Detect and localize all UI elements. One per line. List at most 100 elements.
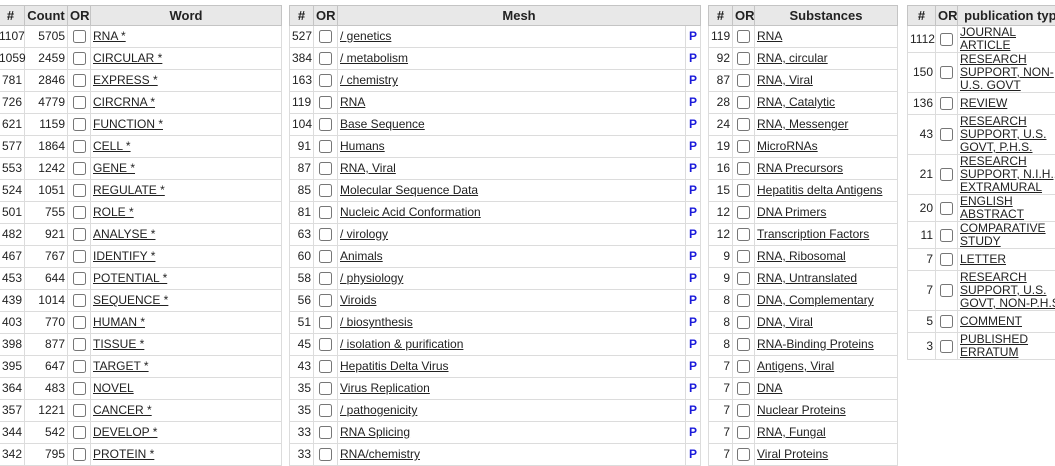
or-checkbox[interactable] bbox=[73, 96, 86, 109]
term-link[interactable]: / isolation & purification bbox=[340, 337, 463, 351]
or-checkbox[interactable] bbox=[737, 250, 750, 263]
p-link[interactable]: P bbox=[686, 224, 701, 246]
or-checkbox[interactable] bbox=[73, 404, 86, 417]
term-link[interactable]: DNA, Complementary bbox=[757, 293, 874, 307]
or-checkbox[interactable] bbox=[73, 162, 86, 175]
term-link[interactable]: GENE * bbox=[93, 161, 135, 175]
p-link[interactable]: P bbox=[686, 158, 701, 180]
or-checkbox[interactable] bbox=[319, 294, 332, 307]
term-link[interactable]: EXPRESS * bbox=[93, 73, 158, 87]
or-checkbox[interactable] bbox=[73, 426, 86, 439]
or-checkbox[interactable] bbox=[940, 284, 953, 297]
term-link[interactable]: SEQUENCE * bbox=[93, 293, 168, 307]
term-link[interactable]: RNA * bbox=[93, 29, 126, 43]
term-link[interactable]: RNA, Messenger bbox=[757, 117, 848, 131]
or-checkbox[interactable] bbox=[319, 360, 332, 373]
or-checkbox[interactable] bbox=[73, 74, 86, 87]
or-checkbox[interactable] bbox=[319, 162, 332, 175]
term-link[interactable]: Base Sequence bbox=[340, 117, 425, 131]
term-link[interactable]: PROTEIN * bbox=[93, 447, 154, 461]
p-link[interactable]: P bbox=[686, 136, 701, 158]
term-link[interactable]: RNA, Fungal bbox=[757, 425, 826, 439]
term-link[interactable]: Humans bbox=[340, 139, 385, 153]
term-link[interactable]: Viroids bbox=[340, 293, 376, 307]
term-link[interactable]: DNA bbox=[757, 381, 782, 395]
term-link[interactable]: / metabolism bbox=[340, 51, 408, 65]
or-checkbox[interactable] bbox=[73, 272, 86, 285]
or-checkbox[interactable] bbox=[319, 250, 332, 263]
or-checkbox[interactable] bbox=[319, 448, 332, 461]
term-link[interactable]: Nuclear Proteins bbox=[757, 403, 846, 417]
term-link[interactable]: REGULATE * bbox=[93, 183, 165, 197]
term-link[interactable]: Transcription Factors bbox=[757, 227, 869, 241]
term-link[interactable]: RNA-Binding Proteins bbox=[757, 337, 874, 351]
or-checkbox[interactable] bbox=[73, 360, 86, 373]
term-link[interactable]: Molecular Sequence Data bbox=[340, 183, 478, 197]
or-checkbox[interactable] bbox=[737, 338, 750, 351]
term-link[interactable]: / virology bbox=[340, 227, 388, 241]
or-checkbox[interactable] bbox=[73, 52, 86, 65]
term-link[interactable]: RNA, Viral bbox=[340, 161, 396, 175]
term-link[interactable]: Animals bbox=[340, 249, 383, 263]
term-link[interactable]: / physiology bbox=[340, 271, 403, 285]
p-link[interactable]: P bbox=[686, 400, 701, 422]
p-link[interactable]: P bbox=[686, 180, 701, 202]
p-link[interactable]: P bbox=[686, 268, 701, 290]
p-link[interactable]: P bbox=[686, 26, 701, 48]
or-checkbox[interactable] bbox=[737, 404, 750, 417]
term-link[interactable]: DEVELOP * bbox=[93, 425, 157, 439]
or-checkbox[interactable] bbox=[319, 404, 332, 417]
or-checkbox[interactable] bbox=[319, 140, 332, 153]
term-link[interactable]: RNA, Ribosomal bbox=[757, 249, 846, 263]
or-checkbox[interactable] bbox=[940, 33, 953, 46]
or-checkbox[interactable] bbox=[319, 272, 332, 285]
term-link[interactable]: RNA, Viral bbox=[757, 73, 813, 87]
or-checkbox[interactable] bbox=[73, 250, 86, 263]
term-link[interactable]: RESEARCH SUPPORT, N.I.H., EXTRAMURAL bbox=[960, 154, 1055, 194]
term-link[interactable]: RNA, circular bbox=[757, 51, 828, 65]
or-checkbox[interactable] bbox=[73, 228, 86, 241]
term-link[interactable]: Hepatitis delta Antigens bbox=[757, 183, 882, 197]
p-link[interactable]: P bbox=[686, 422, 701, 444]
p-link[interactable]: P bbox=[686, 312, 701, 334]
or-checkbox[interactable] bbox=[73, 338, 86, 351]
term-link[interactable]: RNA Precursors bbox=[757, 161, 843, 175]
term-link[interactable]: / biosynthesis bbox=[340, 315, 413, 329]
p-link[interactable]: P bbox=[686, 356, 701, 378]
or-checkbox[interactable] bbox=[737, 426, 750, 439]
or-checkbox[interactable] bbox=[73, 184, 86, 197]
term-link[interactable]: REVIEW bbox=[960, 96, 1007, 110]
term-link[interactable]: HUMAN * bbox=[93, 315, 145, 329]
term-link[interactable]: ROLE * bbox=[93, 205, 134, 219]
term-link[interactable]: / chemistry bbox=[340, 73, 398, 87]
term-link[interactable]: MicroRNAs bbox=[757, 139, 818, 153]
term-link[interactable]: Viral Proteins bbox=[757, 447, 828, 461]
term-link[interactable]: CELL * bbox=[93, 139, 131, 153]
term-link[interactable]: Hepatitis Delta Virus bbox=[340, 359, 449, 373]
or-checkbox[interactable] bbox=[940, 229, 953, 242]
p-link[interactable]: P bbox=[686, 378, 701, 400]
or-checkbox[interactable] bbox=[737, 140, 750, 153]
or-checkbox[interactable] bbox=[319, 30, 332, 43]
or-checkbox[interactable] bbox=[737, 228, 750, 241]
or-checkbox[interactable] bbox=[73, 316, 86, 329]
or-checkbox[interactable] bbox=[737, 184, 750, 197]
or-checkbox[interactable] bbox=[940, 340, 953, 353]
term-link[interactable]: PUBLISHED ERRATUM bbox=[960, 332, 1028, 359]
term-link[interactable]: / pathogenicity bbox=[340, 403, 417, 417]
p-link[interactable]: P bbox=[686, 444, 701, 466]
or-checkbox[interactable] bbox=[737, 74, 750, 87]
or-checkbox[interactable] bbox=[319, 184, 332, 197]
or-checkbox[interactable] bbox=[737, 272, 750, 285]
or-checkbox[interactable] bbox=[319, 74, 332, 87]
p-link[interactable]: P bbox=[686, 70, 701, 92]
term-link[interactable]: RNA bbox=[340, 95, 365, 109]
or-checkbox[interactable] bbox=[73, 30, 86, 43]
term-link[interactable]: LETTER bbox=[960, 252, 1006, 266]
p-link[interactable]: P bbox=[686, 290, 701, 312]
or-checkbox[interactable] bbox=[940, 128, 953, 141]
term-link[interactable]: RESEARCH SUPPORT, NON-U.S. GOVT bbox=[960, 52, 1054, 92]
term-link[interactable]: RNA/chemistry bbox=[340, 447, 420, 461]
or-checkbox[interactable] bbox=[319, 316, 332, 329]
or-checkbox[interactable] bbox=[73, 140, 86, 153]
